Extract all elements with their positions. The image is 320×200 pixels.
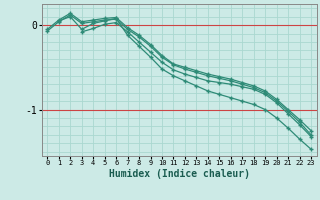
X-axis label: Humidex (Indice chaleur): Humidex (Indice chaleur) [109,169,250,179]
